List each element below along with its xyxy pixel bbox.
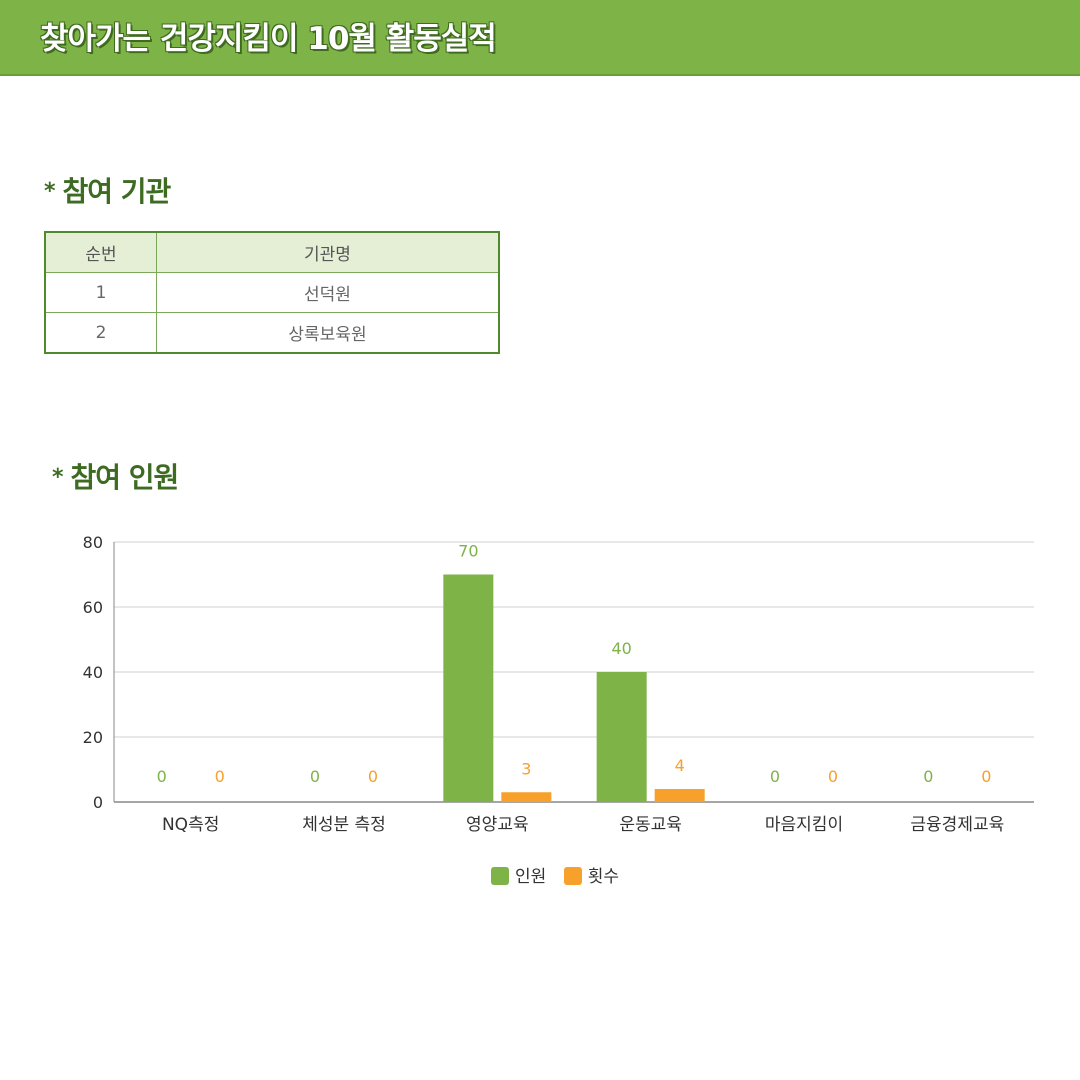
- chart-legend: 인원 횟수: [0, 862, 1080, 887]
- cell-number: 1: [45, 272, 157, 313]
- legend-swatch-count: [563, 867, 582, 885]
- data-label-count: 0: [368, 767, 378, 786]
- column-header-number: 순번: [45, 232, 157, 273]
- legend-label-count: 횟수: [587, 867, 619, 887]
- page-title: 찾아가는 건강지킴이 10월 활동실적: [40, 21, 497, 57]
- participants-heading-label: 참여 인원: [70, 461, 180, 494]
- institutions-table: 순번 기관명 1 선덕원 2 상록보육원: [44, 231, 500, 354]
- y-tick-label: 40: [83, 663, 103, 682]
- title-banner: 찾아가는 건강지킴이 10월 활동실적: [0, 0, 1080, 76]
- data-label-people: 70: [458, 542, 478, 561]
- institutions-heading: * 참여 기관: [44, 170, 172, 210]
- y-tick-label: 0: [93, 793, 103, 812]
- data-label-people: 0: [923, 767, 933, 786]
- data-label-count: 0: [981, 767, 991, 786]
- data-label-people: 0: [157, 767, 167, 786]
- table-header-row: 순번 기관명: [45, 232, 499, 273]
- cell-institution: 선덕원: [156, 272, 499, 313]
- data-label-count: 3: [521, 759, 531, 778]
- x-tick-label: 마음지킴이: [765, 815, 843, 835]
- legend-swatch-people: [491, 867, 510, 885]
- legend-label-people: 인원: [515, 867, 547, 887]
- x-tick-label: 영양교육: [466, 815, 529, 835]
- data-label-count: 0: [215, 767, 225, 786]
- bar-count: [501, 792, 552, 802]
- bullet-icon: *: [52, 465, 63, 490]
- data-label-count: 4: [675, 756, 685, 775]
- y-tick-label: 20: [83, 728, 103, 747]
- bullet-icon: *: [44, 179, 55, 204]
- cell-number: 2: [45, 312, 157, 354]
- data-label-people: 40: [611, 639, 631, 658]
- bar-people: [443, 574, 494, 802]
- y-tick-label: 80: [83, 533, 103, 552]
- column-header-institution: 기관명: [156, 232, 499, 273]
- data-label-people: 0: [310, 767, 320, 786]
- x-tick-label: 체성분 측정: [302, 815, 386, 835]
- y-tick-label: 60: [83, 598, 103, 617]
- participants-heading: * 참여 인원: [52, 456, 180, 496]
- institutions-heading-label: 참여 기관: [62, 175, 172, 208]
- x-tick-label: 운동교육: [619, 815, 682, 835]
- bar-people: [596, 672, 647, 802]
- data-label-count: 0: [828, 767, 838, 786]
- cell-institution: 상록보육원: [156, 312, 499, 354]
- legend-item-count: 횟수: [563, 862, 619, 887]
- table-row: 1 선덕원: [45, 272, 499, 313]
- data-label-people: 0: [770, 767, 780, 786]
- participants-bar-chart: 0 20 40 60 80 0 0 NQ측정 0 0 체성분 측정 70 3 영양교육 40 4 운동교육 0 0 마…: [83, 533, 1034, 835]
- table-row: 2 상록보육원: [45, 312, 499, 354]
- legend-item-people: 인원: [491, 862, 546, 887]
- x-tick-label: NQ측정: [162, 815, 219, 835]
- bar-count: [654, 789, 705, 802]
- x-tick-label: 금융경제교육: [910, 815, 1004, 835]
